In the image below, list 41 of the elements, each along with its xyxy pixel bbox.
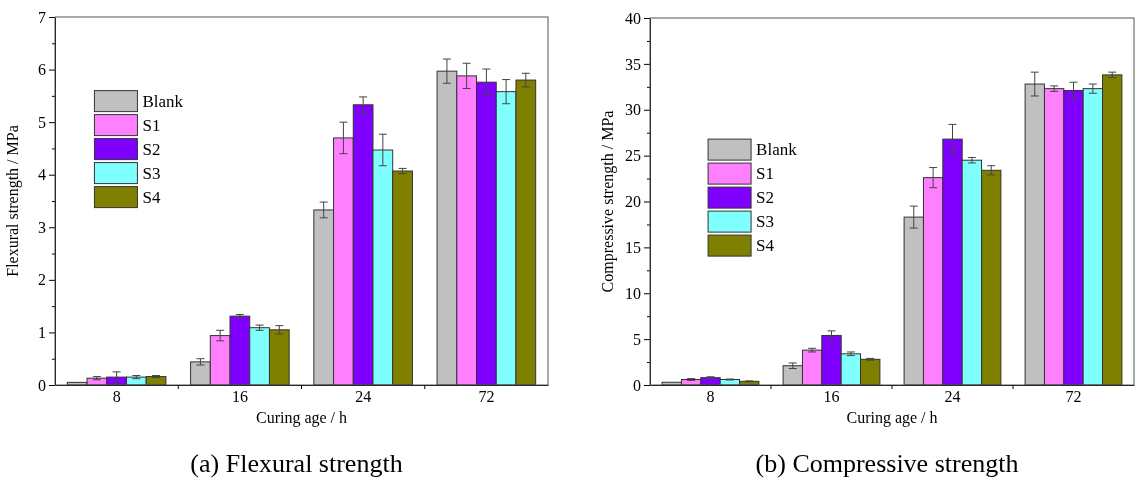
legend-label: S2 (142, 139, 161, 159)
legend-label: S1 (142, 115, 161, 135)
x-tick-label: 16 (231, 388, 248, 406)
y-tick-label: 10 (625, 284, 641, 302)
x-tick-label: 72 (1065, 388, 1082, 406)
y-tick-label: 0 (38, 376, 46, 394)
y-tick-label: 5 (633, 330, 641, 348)
legend-label: Blank (142, 91, 184, 111)
legend-label: Blank (756, 140, 798, 160)
y-tick-label: 1 (38, 324, 46, 342)
x-tick-label: 16 (823, 388, 840, 406)
legend-label: S3 (142, 163, 161, 183)
legend-label: S4 (756, 236, 775, 256)
y-tick-label: 3 (38, 218, 46, 236)
text: (a) Flexural strength (190, 449, 403, 478)
y-tick-label: 20 (625, 193, 641, 211)
y-tick-label: 6 (38, 61, 46, 79)
y-tick-label: 2 (38, 271, 46, 289)
y-tick-label: 5 (38, 113, 46, 131)
legend-label: S1 (756, 164, 775, 184)
y-axis-title: Compressive strength / MPa (599, 110, 617, 293)
y-tick-label: 0 (633, 376, 641, 394)
y-tick-label: 7 (38, 8, 46, 26)
text: (b) Compressive strength (755, 449, 1019, 478)
x-axis-title: Curing age / h (255, 409, 348, 427)
x-tick-label: 24 (355, 388, 372, 406)
x-tick-label: 8 (706, 388, 715, 406)
y-tick-label: 15 (625, 238, 641, 256)
y-tick-label: 40 (625, 9, 641, 27)
y-tick-label: 25 (625, 147, 641, 165)
x-tick-label: 24 (944, 388, 961, 406)
y-tick-label: 30 (625, 101, 641, 119)
legend-label: S3 (756, 212, 775, 232)
y-tick-label: 35 (625, 55, 641, 73)
y-tick-label: 4 (38, 166, 46, 184)
x-tick-label: 72 (478, 388, 495, 406)
y-axis-title: Flexural strength / MPa (4, 125, 22, 277)
x-tick-label: 8 (112, 388, 121, 406)
legend-label: S2 (756, 188, 775, 208)
legend-label: S4 (142, 187, 161, 207)
x-axis-title: Curing age / h (846, 409, 938, 427)
